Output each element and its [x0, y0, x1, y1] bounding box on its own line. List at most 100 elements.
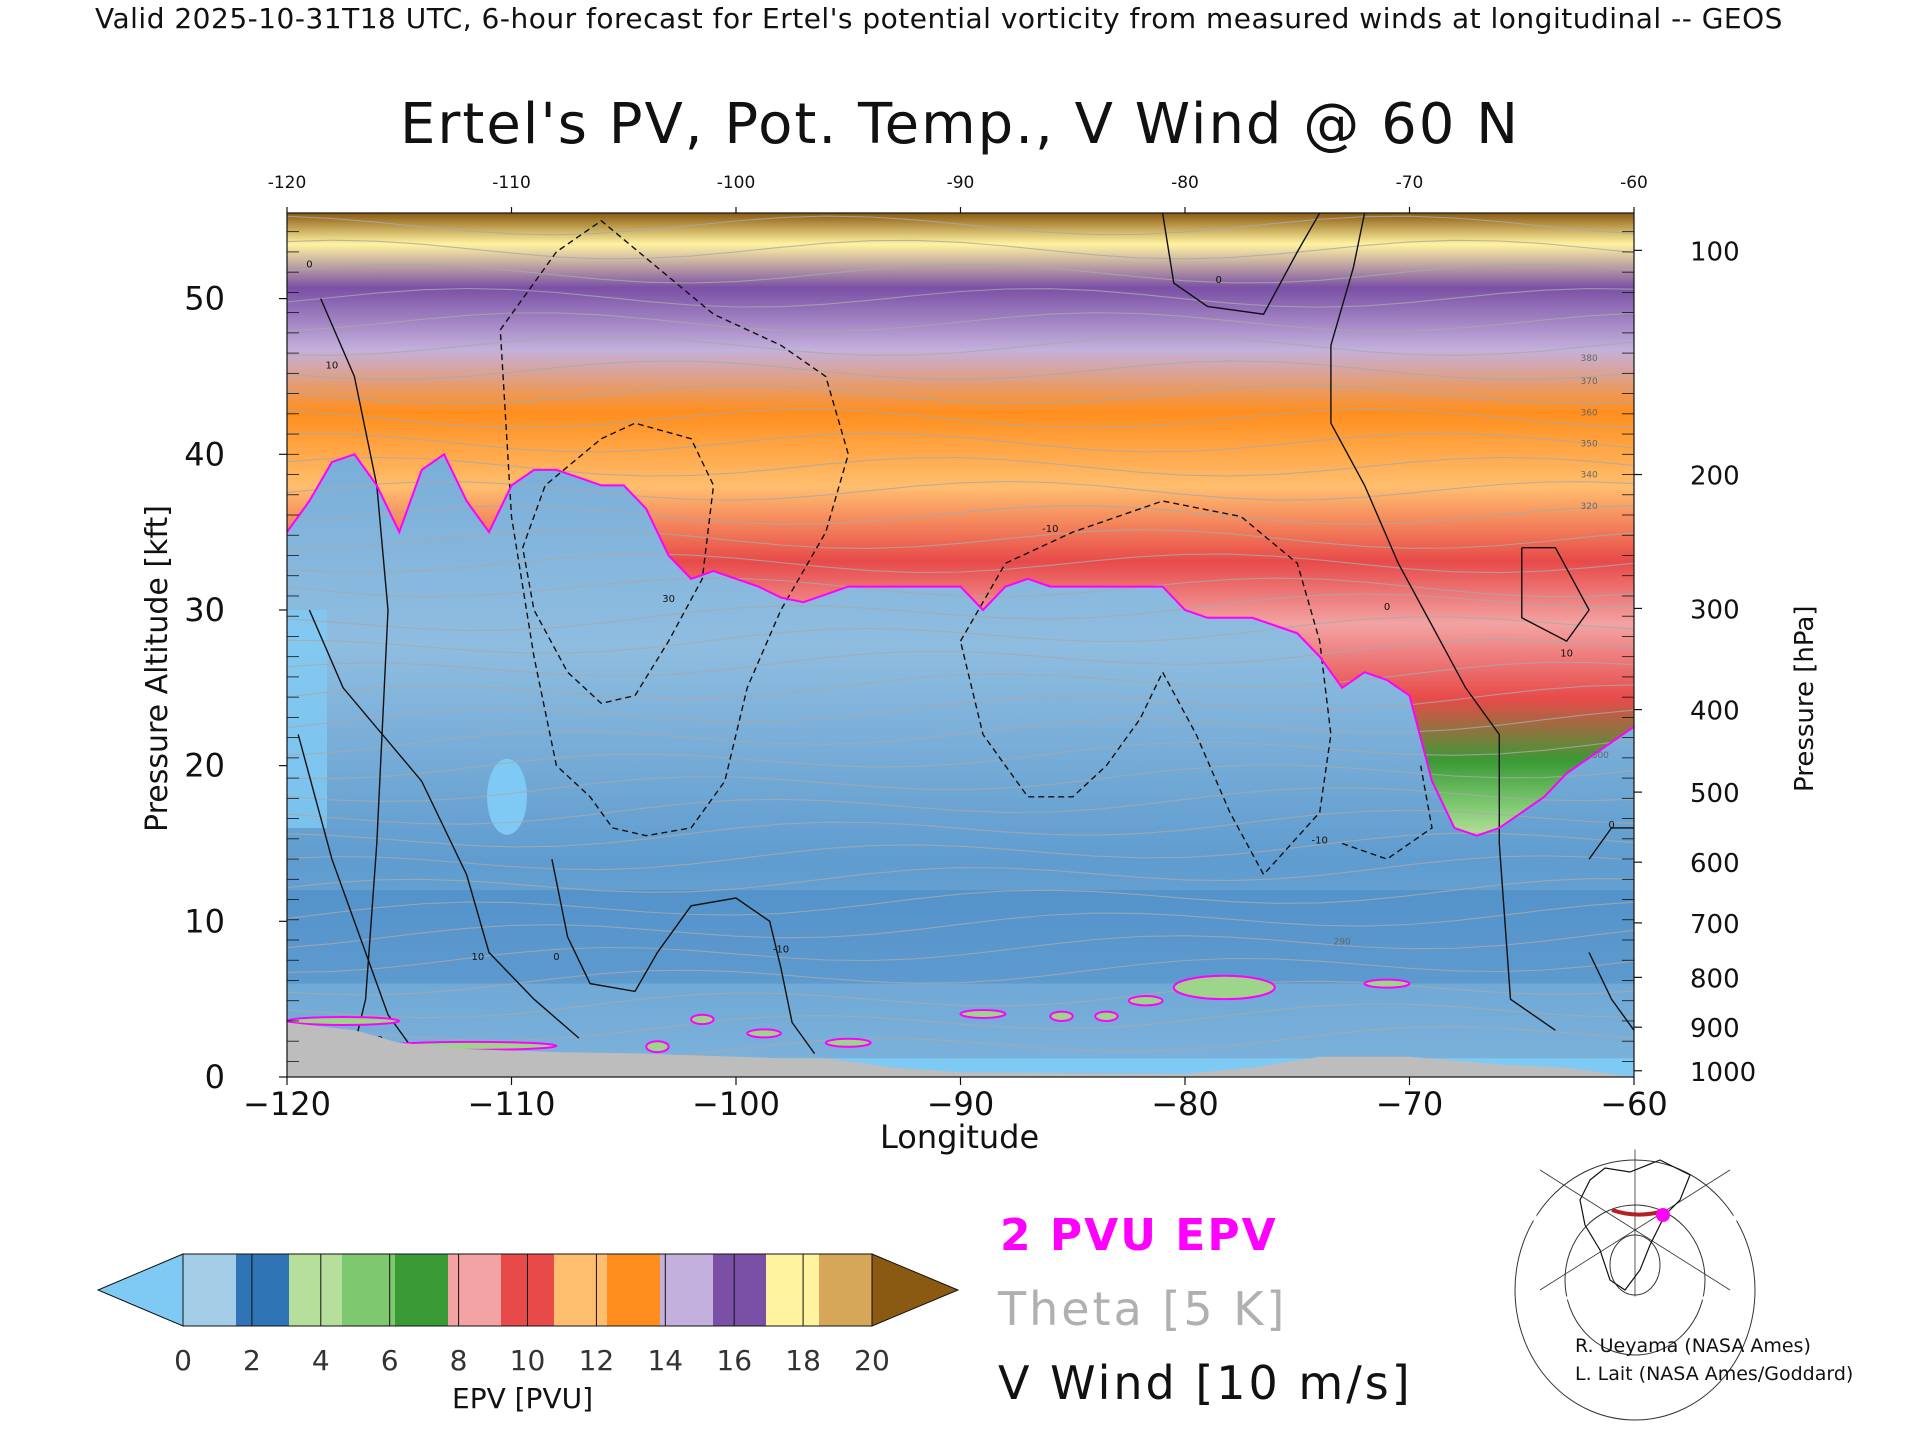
- chart-title: Ertel's PV, Pot. Temp., V Wind @ 60 N: [399, 92, 1521, 157]
- vwind-label: 0: [1608, 820, 1614, 831]
- two-pvu-line: [287, 452, 1634, 837]
- vwind-contour: [1341, 765, 1433, 860]
- inset-coastline: [1579, 1159, 1691, 1291]
- pressure-tick-label: 100: [1690, 237, 1740, 267]
- theta-contour: [287, 832, 1634, 871]
- theta-contour: [287, 764, 1634, 802]
- x-tick-label: −60: [1600, 1085, 1668, 1123]
- x-tick-label: −100: [692, 1085, 780, 1123]
- colorbar-tick-label: 4: [312, 1344, 330, 1377]
- theta-contour: [287, 739, 1634, 780]
- theta-contour: [287, 336, 1634, 356]
- theta-label: 370: [1581, 377, 1598, 387]
- x-top-tick-label: -110: [492, 173, 531, 193]
- y-tick-label: 0: [205, 1058, 225, 1096]
- theta-contour: [287, 384, 1634, 405]
- credit-line-2: L. Lait (NASA Ames/Goddard): [1575, 1363, 1854, 1385]
- colorbar-tick-label: 20: [854, 1344, 890, 1377]
- x-top-tick-label: -90: [947, 173, 975, 193]
- vwind-contour: [1588, 952, 1634, 1031]
- low-pv-patch: [487, 758, 528, 835]
- x-top-tick-label: -100: [717, 173, 756, 193]
- theta-label: 300: [1592, 751, 1609, 761]
- theta-contour: [287, 878, 1634, 920]
- vwind-label: 30: [662, 594, 675, 605]
- pressure-tick-label: 400: [1690, 697, 1740, 727]
- colorbar-tick-label: 10: [510, 1344, 546, 1377]
- colorbar-segment: [713, 1254, 767, 1326]
- vwind-contour: [1521, 547, 1590, 642]
- theta-contour: [287, 787, 1634, 825]
- vwind-label: -10: [1042, 524, 1058, 535]
- legend-vwind: V Wind [10 m/s]: [998, 1356, 1413, 1410]
- pressure-tick-label: 500: [1690, 779, 1740, 809]
- vwind-contour: [521, 422, 715, 705]
- theta-contour: [287, 480, 1634, 501]
- colorbar-tick-label: 8: [450, 1344, 468, 1377]
- pressure-tick-label: 800: [1690, 964, 1740, 994]
- pv-blob: [645, 1040, 670, 1054]
- vwind-label: 0: [306, 259, 312, 270]
- pv-blob: [1172, 974, 1276, 1001]
- y-tick-label: 10: [184, 902, 225, 940]
- theta-label: 320: [1581, 502, 1598, 512]
- theta-contour: [287, 684, 1634, 729]
- vwind-label: -10: [1312, 835, 1328, 846]
- theta-contour: [287, 360, 1634, 381]
- colorbar-tick-label: 6: [381, 1344, 399, 1377]
- x-top-tick-label: -60: [1620, 173, 1648, 193]
- y-axis-label-right: Pressure [hPa]: [1790, 605, 1820, 793]
- theta-label: 290: [1334, 938, 1351, 948]
- vwind-contour: [959, 500, 1332, 876]
- x-top-tick-label: -120: [268, 173, 307, 193]
- theta-contour: [287, 929, 1634, 973]
- colorbar-tick-label: 18: [785, 1344, 821, 1377]
- colorbar-segment: [766, 1254, 820, 1326]
- colorbar-segment: [660, 1254, 714, 1326]
- theta-contour: [287, 432, 1634, 453]
- y-tick-label: 20: [184, 747, 225, 785]
- theta-label: 340: [1581, 471, 1598, 481]
- colorbar-segment: [183, 1254, 237, 1326]
- x-tick-label: −80: [1151, 1085, 1219, 1123]
- colorbar-segment: [554, 1254, 608, 1326]
- theta-contour: [287, 1003, 1634, 1041]
- pressure-tick-label: 900: [1690, 1014, 1740, 1044]
- y-tick-label: 30: [184, 591, 225, 629]
- colorbar-segment: [289, 1254, 343, 1326]
- x-axis-label: Longitude: [880, 1118, 1040, 1156]
- stratosphere-fill: [287, 213, 1634, 836]
- theta-contour: [287, 980, 1634, 1019]
- theta-contour: [287, 239, 1634, 260]
- theta-contour: [287, 855, 1634, 893]
- pv-blob: [746, 1028, 782, 1039]
- colorbar-segment: [607, 1254, 661, 1326]
- x-tick-label: −90: [927, 1085, 995, 1123]
- theta-contour: [287, 215, 1634, 236]
- pressure-tick-label: 200: [1690, 462, 1740, 492]
- low-pv-patch: [287, 609, 327, 828]
- vwind-label: 10: [326, 361, 339, 372]
- vwind-label: -10: [773, 944, 789, 955]
- theta-contour: [287, 553, 1634, 574]
- vwind-contour: [308, 609, 580, 1039]
- theta-contour: [287, 616, 1634, 654]
- vwind-contour: [1588, 827, 1634, 860]
- x-tick-label: −120: [243, 1085, 331, 1123]
- inset-meridian: [1539, 1169, 1731, 1291]
- vwind-contour: [1161, 213, 1321, 315]
- credit-line-1: R. Ueyama (NASA Ames): [1575, 1335, 1811, 1357]
- pv-blob: [287, 1015, 401, 1026]
- theta-contour: [287, 593, 1634, 632]
- pv-blob: [1363, 978, 1411, 989]
- pressure-tick-label: 600: [1690, 849, 1740, 879]
- colorbar-tick-label: 2: [243, 1344, 261, 1377]
- theta-contour: [287, 577, 1634, 598]
- pv-blob: [1127, 995, 1164, 1007]
- vwind-label: 0: [553, 952, 559, 963]
- colorbar-segment: [395, 1254, 449, 1326]
- colorbar-tick-label: 12: [579, 1344, 615, 1377]
- legend-2pvu: 2 PVU EPV: [1000, 1210, 1278, 1261]
- vwind-label: 0: [1384, 602, 1390, 613]
